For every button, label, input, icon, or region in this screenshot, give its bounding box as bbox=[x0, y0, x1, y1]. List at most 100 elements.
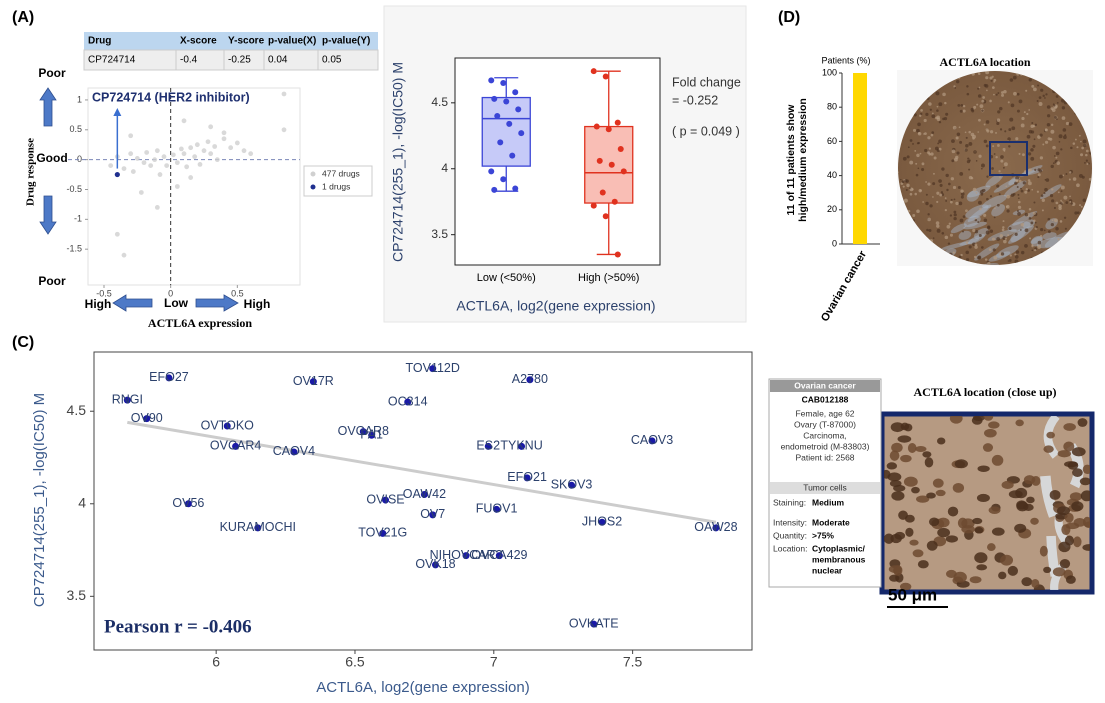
point-label: OV56 bbox=[172, 496, 204, 510]
y-tick-label: 80 bbox=[827, 102, 837, 112]
cell bbox=[1059, 220, 1063, 223]
cell bbox=[955, 136, 959, 140]
y-tick-label: 4.5 bbox=[431, 95, 448, 109]
card-label: Intensity: bbox=[773, 517, 807, 527]
point-label: OV17R bbox=[293, 374, 334, 388]
nucleus bbox=[1007, 565, 1019, 576]
cell bbox=[939, 183, 943, 187]
cell bbox=[1005, 205, 1008, 208]
cell bbox=[1028, 207, 1032, 211]
cell bbox=[994, 207, 996, 210]
point-label: OV90 bbox=[131, 411, 163, 425]
nucleus bbox=[1069, 492, 1083, 501]
cell bbox=[989, 229, 994, 233]
cell bbox=[1030, 156, 1035, 161]
cell bbox=[1037, 175, 1040, 179]
nucleus bbox=[1082, 464, 1090, 475]
cell bbox=[1034, 123, 1038, 127]
cell bbox=[1061, 116, 1066, 120]
cell bbox=[1026, 134, 1031, 139]
cell bbox=[905, 188, 908, 192]
nucleus bbox=[935, 489, 946, 497]
arrow-head bbox=[113, 108, 122, 116]
cell bbox=[917, 141, 920, 145]
block-arrow bbox=[39, 87, 57, 127]
cell bbox=[1042, 94, 1045, 98]
cell bbox=[974, 217, 977, 220]
cell bbox=[932, 196, 934, 198]
cell bbox=[1068, 178, 1071, 181]
data-point bbox=[121, 252, 127, 258]
panel-label: (A) bbox=[12, 9, 34, 26]
cell bbox=[944, 101, 947, 105]
nucleus bbox=[1073, 518, 1086, 527]
cell bbox=[901, 180, 905, 184]
nucleus bbox=[1071, 447, 1086, 457]
cell bbox=[972, 187, 977, 192]
cell bbox=[1045, 178, 1050, 182]
data-point bbox=[154, 148, 160, 154]
annotation: Pearson r = -0.406 bbox=[104, 616, 252, 637]
cell bbox=[958, 255, 962, 259]
nucleus bbox=[1015, 419, 1024, 427]
cell bbox=[1068, 122, 1073, 126]
table-header: p-value(X) bbox=[268, 36, 316, 47]
scale-label: 50 μm bbox=[888, 585, 937, 604]
data-point bbox=[488, 77, 495, 84]
cell bbox=[1065, 121, 1070, 126]
cell bbox=[1003, 162, 1008, 167]
data-point bbox=[234, 140, 240, 146]
cell bbox=[904, 179, 908, 183]
point-label: OVKATE bbox=[569, 616, 619, 630]
cell bbox=[902, 185, 905, 188]
cell bbox=[915, 173, 919, 177]
cell bbox=[1050, 129, 1055, 134]
plot-area bbox=[93, 351, 753, 651]
cell bbox=[1031, 121, 1034, 125]
cell bbox=[1052, 145, 1056, 150]
nucleus bbox=[991, 454, 1004, 466]
data-point bbox=[170, 152, 176, 158]
cell bbox=[972, 228, 976, 233]
cell bbox=[924, 148, 928, 153]
cell bbox=[1059, 174, 1063, 179]
y-tick-label: 0 bbox=[77, 154, 82, 164]
data-point bbox=[526, 376, 534, 384]
x-tick-label: 0 bbox=[168, 288, 173, 298]
cell bbox=[999, 176, 1002, 179]
cell bbox=[938, 179, 942, 183]
nucleus bbox=[982, 443, 994, 452]
cell bbox=[1062, 128, 1067, 132]
y-tick-label: 60 bbox=[827, 136, 837, 146]
cell bbox=[927, 151, 930, 155]
data-point bbox=[500, 176, 507, 183]
nucleus bbox=[1057, 450, 1072, 458]
cell bbox=[983, 218, 988, 223]
cell bbox=[907, 209, 911, 213]
nucleus bbox=[890, 422, 905, 433]
nucleus bbox=[1030, 517, 1039, 525]
cell bbox=[945, 112, 949, 116]
stroma bbox=[985, 173, 1004, 188]
nucleus bbox=[976, 493, 990, 503]
table-cell: -0.4 bbox=[180, 55, 198, 66]
nucleus bbox=[972, 416, 985, 421]
cell bbox=[1000, 159, 1004, 163]
cell bbox=[1028, 129, 1033, 134]
cell bbox=[1020, 187, 1022, 190]
nucleus bbox=[1026, 496, 1035, 504]
data-point bbox=[208, 124, 214, 130]
nucleus bbox=[1043, 445, 1054, 453]
cell bbox=[1033, 201, 1036, 204]
nucleus bbox=[1071, 501, 1084, 512]
nucleus bbox=[1072, 468, 1083, 477]
cell bbox=[942, 92, 946, 97]
cell bbox=[1076, 211, 1080, 215]
legend-label: 477 drugs bbox=[322, 168, 360, 178]
data-point bbox=[290, 448, 298, 456]
data-point bbox=[201, 148, 207, 154]
cell bbox=[992, 145, 995, 148]
cell bbox=[1002, 220, 1005, 223]
cell bbox=[1001, 228, 1005, 232]
data-point bbox=[228, 145, 234, 151]
